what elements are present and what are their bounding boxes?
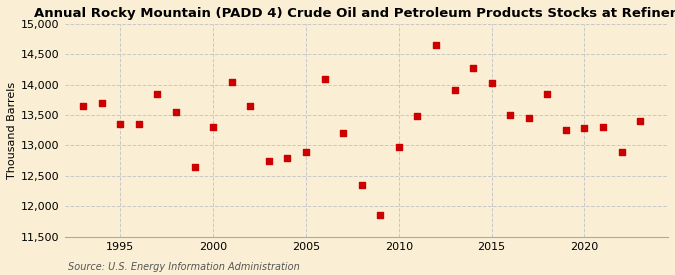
Point (560, 128, 571, 133)
Point (282, 155, 293, 160)
Point (189, 164, 200, 169)
Point (597, 125, 608, 130)
Point (356, 183, 367, 187)
Point (616, 150, 627, 154)
Point (115, 122, 126, 127)
Point (579, 126, 590, 131)
Point (375, 213, 385, 218)
Point (338, 131, 348, 136)
Point (78, 104, 88, 108)
Point (486, 81, 497, 86)
Point (394, 144, 404, 149)
Point (523, 116, 534, 120)
Point (152, 92, 163, 96)
Point (208, 125, 219, 130)
Y-axis label: Thousand Barrels: Thousand Barrels (7, 82, 17, 179)
Point (412, 114, 423, 119)
Point (300, 149, 311, 154)
Point (171, 110, 182, 114)
Point (97, 101, 107, 105)
Point (468, 65, 479, 70)
Point (634, 119, 645, 123)
Point (431, 43, 441, 47)
Point (226, 79, 237, 84)
Point (245, 104, 256, 108)
Point (319, 76, 330, 81)
Point (542, 92, 553, 96)
Point (449, 87, 460, 92)
Point (505, 113, 516, 117)
Text: Source: U.S. Energy Information Administration: Source: U.S. Energy Information Administ… (68, 262, 299, 272)
Point (134, 122, 144, 127)
Title: Annual Rocky Mountain (PADD 4) Crude Oil and Petroleum Products Stocks at Refine: Annual Rocky Mountain (PADD 4) Crude Oil… (34, 7, 675, 20)
Point (263, 158, 274, 163)
